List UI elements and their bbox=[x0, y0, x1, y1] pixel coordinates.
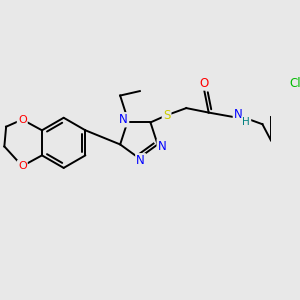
Text: N: N bbox=[234, 108, 243, 121]
Text: N: N bbox=[158, 140, 167, 153]
Text: O: O bbox=[18, 161, 27, 171]
Text: N: N bbox=[136, 154, 145, 167]
Text: O: O bbox=[200, 76, 209, 89]
Text: Cl: Cl bbox=[290, 76, 300, 89]
Text: H: H bbox=[242, 116, 250, 127]
Text: S: S bbox=[163, 109, 170, 122]
Text: N: N bbox=[119, 113, 128, 126]
Text: O: O bbox=[18, 115, 27, 124]
